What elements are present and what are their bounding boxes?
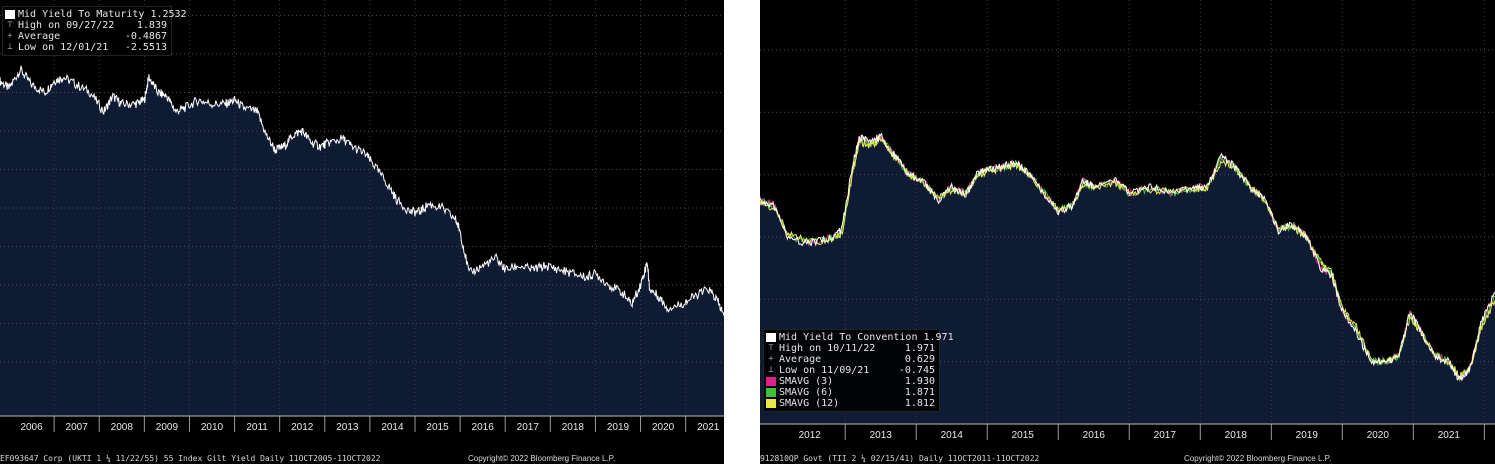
x-tick-label: 2019 (1296, 430, 1319, 441)
legend-row-average: + Average 0.629 (766, 354, 935, 365)
legend-label: SMAVG (12) (779, 398, 840, 409)
legend-label: Average (18, 31, 61, 42)
x-tick-label: 2013 (870, 430, 893, 441)
legend-row-low: ⊥ Low on 11/09/21 -0.745 (766, 365, 935, 376)
x-tick-label: 2010 (201, 422, 224, 433)
legend-row-high: ⊤ High on 10/11/22 1.971 (766, 343, 935, 354)
legend-label: Mid Yield To Maturity (18, 9, 145, 20)
x-tick-label: 2021 (1438, 430, 1461, 441)
high-marker-icon: ⊤ (7, 20, 13, 30)
chart-panel-tips: 2012 2013 2014 2015 2016 2017 2018 2019 2020 2021… (760, 0, 1495, 464)
legend-value: 1.971 (904, 343, 935, 354)
x-tick-label: 2012 (799, 430, 822, 441)
legend-label: Mid Yield To Convention (779, 332, 918, 343)
x-tick-label: 2020 (1367, 430, 1390, 441)
legend-value: -2.5513 (124, 42, 167, 53)
legend-label: SMAVG (3) (779, 376, 834, 387)
x-tick-label: 2016 (472, 422, 495, 433)
chart-plot-tips: 2012 2013 2014 2015 2016 2017 2018 2019 2020 2021 (760, 0, 1495, 441)
chart-legend: Mid Yield To Convention 1.971 ⊤ High on … (763, 329, 954, 412)
legend-label: Low on 11/09/21 (779, 365, 870, 376)
x-tick-label: 2017 (517, 422, 540, 433)
legend-swatch-magenta (766, 377, 776, 386)
chart-footer-security: 912810QP Govt (TII 2 ¼ 02/15/41) Daily 1… (760, 454, 1040, 463)
legend-label: SMAVG (6) (779, 387, 834, 398)
legend-row-smavg-12: SMAVG (12) 1.812 (766, 398, 935, 409)
x-tick-label: 2013 (336, 422, 359, 433)
chart-copyright: Copyright© 2022 Bloomberg Finance L.P. (468, 454, 616, 463)
legend-value: -0.745 (898, 365, 935, 376)
legend-label: Average (779, 354, 822, 365)
x-tick-label: 2011 (246, 422, 268, 433)
chart-legend: Mid Yield To Maturity 1.2532 ⊤ High on 0… (2, 6, 187, 56)
x-tick-label: 2021 (697, 422, 720, 433)
x-tick-label: 2020 (652, 422, 675, 433)
x-tick-label: 2014 (941, 430, 964, 441)
area-fill (0, 65, 724, 417)
legend-value: 1.871 (904, 387, 935, 398)
legend-label: High on 10/11/22 (779, 343, 876, 354)
x-tick-label: 2015 (1012, 430, 1035, 441)
legend-row-average: + Average -0.4867 (5, 31, 167, 42)
chart-plot-gilt: 2006 2007 2008 2009 2010 2011 2012 2013 2014 2015… (0, 0, 724, 433)
legend-row-title: Mid Yield To Convention 1.971 (766, 332, 954, 343)
x-tick-label: 2006 (20, 422, 43, 433)
x-tick-label: 2014 (381, 422, 404, 433)
x-tick-label: 2012 (291, 422, 314, 433)
legend-row-low: ⊥ Low on 12/01/21 -2.5513 (5, 42, 167, 53)
legend-swatch-yellow (766, 399, 776, 408)
low-marker-icon: ⊥ (7, 42, 13, 52)
legend-row-smavg-3: SMAVG (3) 1.930 (766, 376, 935, 387)
legend-value: 1.812 (904, 398, 935, 409)
average-marker-icon: + (768, 354, 774, 364)
x-tick-label: 2016 (1083, 430, 1106, 441)
legend-label: High on 09/27/22 (18, 20, 115, 31)
x-tick-label: 2018 (562, 422, 585, 433)
chart-panel-gilt: 2006 2007 2008 2009 2010 2011 2012 2013 2014 2015… (0, 0, 724, 464)
legend-label: Low on 12/01/21 (18, 42, 109, 53)
legend-row-title: Mid Yield To Maturity 1.2532 (5, 9, 187, 20)
legend-swatch-white (5, 10, 15, 19)
area-fill (760, 134, 1495, 424)
x-tick-label: 2015 (426, 422, 449, 433)
average-marker-icon: + (7, 31, 13, 41)
legend-swatch-white (766, 333, 776, 342)
high-marker-icon: ⊤ (768, 343, 774, 353)
legend-value: 1.839 (136, 20, 167, 31)
chart-copyright: Copyright© 2022 Bloomberg Finance L.P. (1184, 454, 1332, 463)
x-tick-label: 2018 (1225, 430, 1248, 441)
low-marker-icon: ⊥ (768, 365, 774, 375)
legend-value: 1.930 (904, 376, 935, 387)
legend-value: 0.629 (904, 354, 935, 365)
legend-swatch-green (766, 388, 776, 397)
x-tick-label: 2008 (111, 422, 134, 433)
x-tick-label: 2007 (66, 422, 89, 433)
legend-value: 1.2532 (150, 9, 187, 20)
x-tick-label: 2009 (156, 422, 179, 433)
series-line (760, 132, 1495, 381)
series-line (0, 65, 724, 316)
legend-value: -0.4867 (124, 31, 167, 42)
legend-value: 1.971 (923, 332, 954, 343)
legend-row-smavg-6: SMAVG (6) 1.871 (766, 387, 935, 398)
chart-footer-security: EF093647 Corp (UKTI 1 ¼ 11/22/55) 55 Ind… (0, 454, 381, 463)
x-tick-label: 2019 (607, 422, 630, 433)
x-tick-label: 2017 (1154, 430, 1177, 441)
legend-row-high: ⊤ High on 09/27/22 1.839 (5, 20, 167, 31)
